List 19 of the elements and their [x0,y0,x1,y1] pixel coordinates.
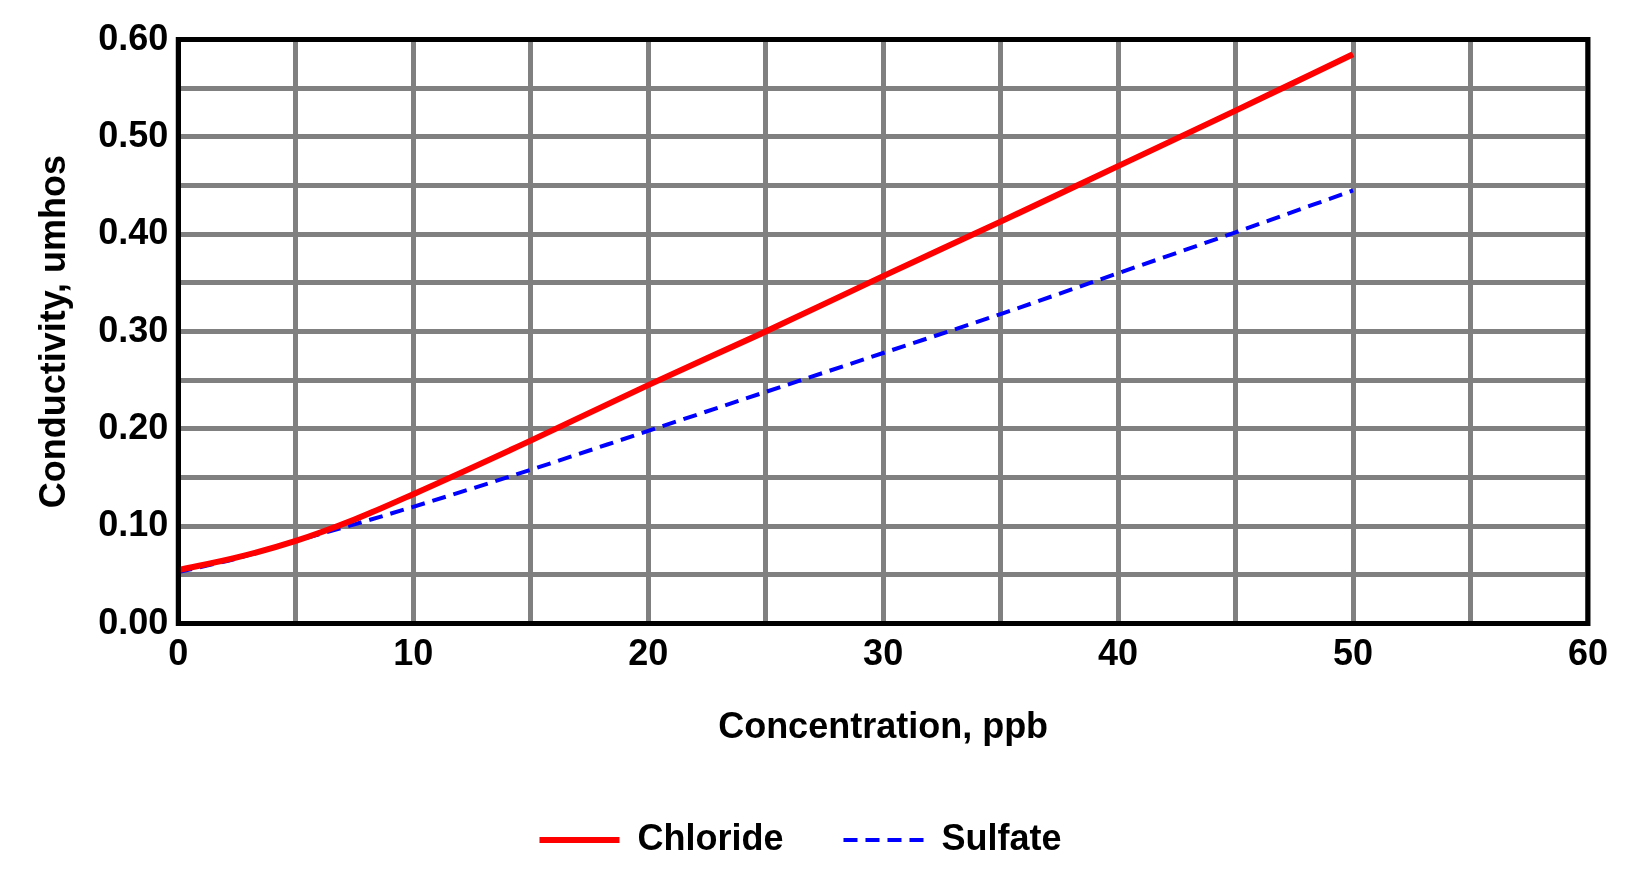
x-tick-label: 20 [628,632,669,674]
x-tick-label: 30 [863,632,904,674]
x-tick-label: 10 [393,632,434,674]
y-tick-label: 0.50 [98,113,169,155]
y-tick-label: 0.20 [98,405,169,447]
x-tick-label: 50 [1333,632,1374,674]
legend-label: Chloride [637,816,784,858]
legend-label: Sulfate [941,816,1062,858]
y-tick-label: 0.30 [98,308,169,350]
x-tick-label: 40 [1098,632,1139,674]
y-tick-label: 0.60 [98,16,169,58]
x-tick-label: 60 [1567,632,1608,674]
y-tick-label: 0.10 [98,503,169,545]
y-tick-label: 0.00 [98,600,169,642]
y-tick-label: 0.40 [98,211,169,253]
x-axis-title: Concentration, ppb [718,705,1049,747]
y-axis-title: Conductivity, umhos [31,154,73,509]
x-tick-label: 0 [168,632,189,674]
line-series [178,188,1356,575]
